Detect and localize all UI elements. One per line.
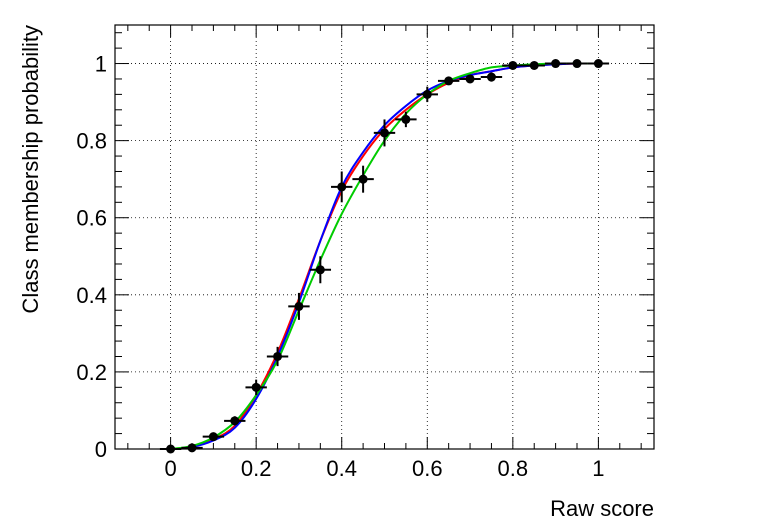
y-tick-label: 0.4 xyxy=(76,283,107,308)
point-marker xyxy=(273,351,283,361)
x-axis-title: Raw score xyxy=(550,496,654,521)
y-tick-label: 0.8 xyxy=(76,129,107,154)
data-point xyxy=(437,76,460,86)
y-tick-label: 1 xyxy=(95,52,107,77)
y-axis-title: Class membership probability xyxy=(18,25,43,314)
data-point xyxy=(352,165,374,193)
data-point xyxy=(288,292,310,320)
data-point xyxy=(309,256,332,284)
point-marker xyxy=(465,74,475,84)
data-point xyxy=(416,86,438,103)
x-tick-label: 0.6 xyxy=(412,456,443,481)
axis-ticks: 0 0.2 0.4 0.6 0.8 1 0 0.2 0.4 0.6 0.8 1 xyxy=(76,25,654,481)
data-point xyxy=(502,60,524,70)
point-marker xyxy=(422,89,432,99)
data-point xyxy=(544,59,567,69)
point-marker xyxy=(251,382,261,392)
data-point xyxy=(459,74,481,84)
data-point xyxy=(587,59,610,69)
point-marker xyxy=(294,301,304,311)
point-marker xyxy=(208,432,218,442)
x-tick-label: 0.8 xyxy=(498,456,529,481)
point-marker xyxy=(358,174,368,184)
data-point xyxy=(202,432,225,442)
point-marker xyxy=(230,416,240,426)
point-marker xyxy=(572,59,582,69)
point-marker xyxy=(551,59,561,69)
point-marker xyxy=(444,76,454,86)
data-point xyxy=(566,59,588,69)
x-tick-label: 0.4 xyxy=(326,456,357,481)
y-tick-label: 0.6 xyxy=(76,206,107,231)
point-marker xyxy=(337,182,347,192)
point-marker xyxy=(593,59,603,69)
point-marker xyxy=(401,114,411,124)
data-point xyxy=(395,111,417,128)
x-tick-label: 0 xyxy=(164,456,176,481)
grid xyxy=(115,25,654,450)
data-point xyxy=(245,379,267,396)
point-marker xyxy=(486,72,496,82)
data-point xyxy=(331,171,353,203)
point-marker xyxy=(529,60,539,70)
point-marker xyxy=(508,60,518,70)
x-tick-label: 1 xyxy=(592,456,604,481)
x-tick-label: 0.2 xyxy=(241,456,272,481)
data-point xyxy=(224,416,246,426)
data-point xyxy=(373,119,396,147)
data-point xyxy=(523,60,545,70)
data-point xyxy=(266,346,289,367)
y-tick-label: 0.2 xyxy=(76,360,107,385)
point-marker xyxy=(380,128,389,138)
y-tick-label: 0 xyxy=(95,437,107,462)
point-marker xyxy=(315,265,325,275)
data-point xyxy=(480,72,503,82)
